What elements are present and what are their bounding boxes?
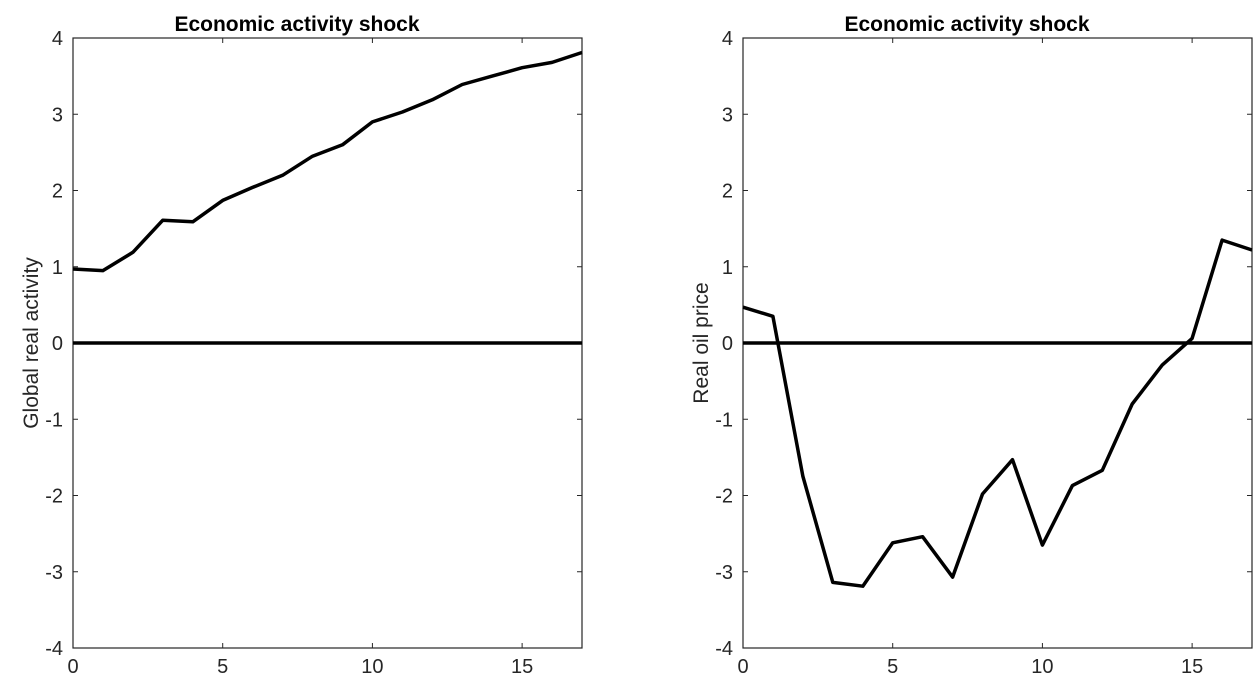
right-y-tick-label: -2: [715, 486, 733, 508]
left-chart-title: Economic activity shock: [174, 13, 419, 36]
left-y-tick-label: -2: [45, 486, 63, 508]
right-chart-panel: Economic activity shock Real oil price 4…: [690, 13, 1253, 678]
right-y-tick-label: 0: [722, 333, 733, 355]
right-y-tick-label: 2: [722, 181, 733, 203]
right-y-tick-label: -4: [715, 638, 733, 660]
left-y-tick-label: -4: [45, 638, 63, 660]
left-y-tick-label: 0: [52, 333, 63, 355]
left-series-line: [72, 50, 583, 273]
left-y-tick-label: -1: [45, 409, 63, 431]
left-chart-panel: Economic activity shock Global real acti…: [20, 13, 583, 678]
left-x-tick-label: 0: [67, 656, 78, 678]
left-x-tick-label: 10: [361, 656, 383, 678]
left-x-tick-label: 5: [217, 656, 228, 678]
left-y-tick-label: 4: [52, 28, 63, 50]
left-y-axis-label: Global real activity: [20, 257, 43, 429]
right-x-tick-label: 15: [1181, 656, 1203, 678]
left-y-tick-label: 2: [52, 181, 63, 203]
right-x-tick-label: 10: [1031, 656, 1053, 678]
left-y-tick-label: 1: [52, 257, 63, 279]
left-y-tick-label: 3: [52, 104, 63, 126]
right-series-line: [742, 238, 1253, 588]
right-y-tick-label: -1: [715, 409, 733, 431]
right-y-tick-label: 1: [722, 257, 733, 279]
right-y-tick-label: -3: [715, 562, 733, 584]
right-chart-title: Economic activity shock: [844, 13, 1089, 36]
right-x-tick-label: 0: [737, 656, 748, 678]
left-y-tick-label: -3: [45, 562, 63, 584]
right-y-tick-label: 3: [722, 104, 733, 126]
right-x-tick-label: 5: [887, 656, 898, 678]
right-y-tick-label: 4: [722, 28, 733, 50]
left-x-tick-label: 15: [511, 656, 533, 678]
right-y-axis-label: Real oil price: [690, 282, 713, 403]
